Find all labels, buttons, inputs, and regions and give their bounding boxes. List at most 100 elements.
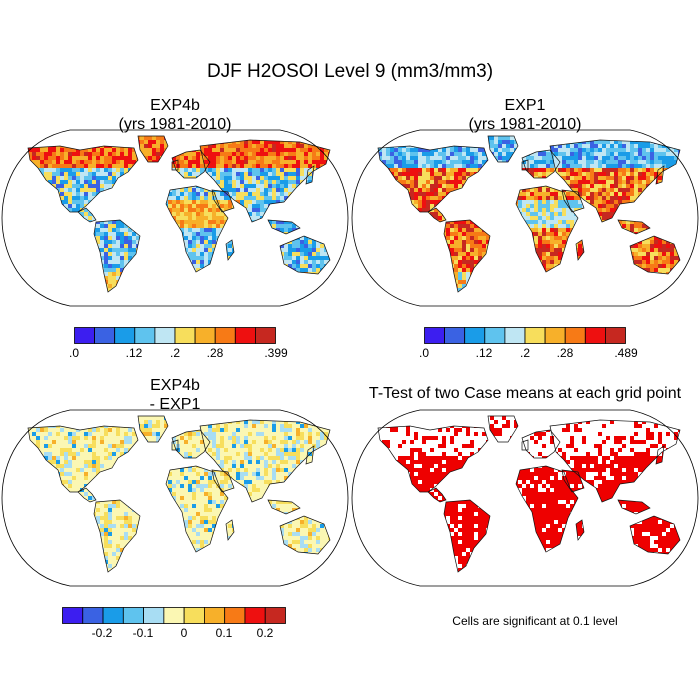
coastline-samerica <box>443 499 491 573</box>
coastline-asia <box>199 419 331 503</box>
coastline-europe <box>171 429 211 459</box>
colorbar-box <box>244 607 266 624</box>
colorbar-exp4b <box>74 327 276 344</box>
coastline-japan <box>655 445 665 465</box>
colorbar-box <box>504 327 526 344</box>
coastline-camerica <box>427 487 447 503</box>
map-panel-exp4b <box>0 128 350 308</box>
panel-2-title: EXP1 (yrs 1981-2010) <box>425 96 625 134</box>
map-panel-exp1 <box>350 128 700 308</box>
coastline-africa <box>165 465 229 553</box>
coastline-asia <box>549 419 681 503</box>
colorbar-tick-label: 0 <box>180 626 188 640</box>
colorbar-box <box>194 327 216 344</box>
coastline-japan <box>305 165 315 185</box>
panel-1-title-line1: EXP4b <box>150 97 200 114</box>
coastline-australia <box>279 515 331 555</box>
coastline-arabia <box>561 189 585 213</box>
map-outline <box>1 409 349 587</box>
map-panel-difference <box>0 408 350 588</box>
colorbar-box <box>484 327 506 344</box>
colorbar-exp1 <box>424 327 626 344</box>
colorbar-box <box>62 607 84 624</box>
coastline-africa <box>515 465 579 553</box>
significance-note: Cells are significant at 0.1 level <box>452 614 618 628</box>
colorbar-box <box>584 327 606 344</box>
coastline-greenland <box>487 135 519 163</box>
coastline-africa <box>515 185 579 273</box>
colorbar-box <box>102 607 124 624</box>
colorbar-tick-label: .28 <box>556 346 574 360</box>
colorbar-tick-label: -0.2 <box>91 626 113 640</box>
coastline-asia <box>549 139 681 223</box>
colorbar-box <box>544 327 566 344</box>
colorbar-exp4b-labels: .0 .12 .2 .28 .399 <box>69 346 288 362</box>
coastline-japan <box>655 165 665 185</box>
colorbar-tick-label: .0 <box>68 346 80 360</box>
coastline-australia <box>279 235 331 275</box>
colorbar-box <box>264 607 286 624</box>
coastline-uk <box>521 439 529 451</box>
coastline-uk <box>171 159 179 171</box>
coastline-uk <box>521 159 529 171</box>
coastline-seasia <box>617 499 651 515</box>
panel-1-title: EXP4b (yrs 1981-2010) <box>75 96 275 134</box>
colorbar-tick-label: .489 <box>614 346 638 360</box>
colorbar-box <box>134 327 156 344</box>
colorbar-box <box>143 607 165 624</box>
colorbar-box <box>174 327 196 344</box>
panel-2-title-line2: (yrs 1981-2010) <box>468 116 582 133</box>
colorbar-box <box>224 607 246 624</box>
colorbar-box <box>82 607 104 624</box>
land-field <box>28 416 330 572</box>
coastline-europe <box>171 149 211 179</box>
colorbar-box <box>154 327 176 344</box>
panel-4-title: T-Test of two Case means at each grid po… <box>368 385 682 402</box>
colorbar-box <box>114 327 136 344</box>
panel-2-title-line1: EXP1 <box>504 97 546 114</box>
coastline-greenland <box>487 415 519 443</box>
coastline-europe <box>521 149 561 179</box>
panel-3-title-line1: EXP4b <box>150 377 200 394</box>
colorbar-tick-label: .0 <box>418 346 430 360</box>
colorbar-box <box>214 327 236 344</box>
coastline-australia <box>629 515 681 555</box>
land-field <box>28 136 330 292</box>
land-field <box>378 136 680 292</box>
colorbar-box <box>74 327 96 344</box>
panel-1-title-line2: (yrs 1981-2010) <box>118 116 232 133</box>
colorbar-tick-label: .12 <box>475 346 493 360</box>
coastline-samerica <box>93 219 141 293</box>
coastline-namerica <box>27 425 139 493</box>
coastline-greenland <box>137 135 169 163</box>
colorbar-box <box>183 607 205 624</box>
colorbar-exp1-labels: .0 .12 .2 .28 .489 <box>419 346 638 362</box>
coastline-samerica <box>93 499 141 573</box>
map-outline <box>351 129 699 307</box>
colorbar-tick-label: .2 <box>519 346 531 360</box>
coastline-camerica <box>77 487 97 503</box>
coastline-africa <box>165 185 229 273</box>
coastline-samerica <box>443 219 491 293</box>
coastline-namerica <box>27 145 139 213</box>
coastline-namerica <box>377 425 489 493</box>
coastline-uk <box>171 439 179 451</box>
coastline-camerica <box>77 207 97 223</box>
coastline-seasia <box>267 499 301 515</box>
colorbar-box <box>524 327 546 344</box>
colorbar-box <box>204 607 226 624</box>
coastline-australia <box>629 235 681 275</box>
coastline-namerica <box>377 145 489 213</box>
figure-title: DJF H2OSOI Level 9 (mm3/mm3) <box>206 61 494 82</box>
colorbar-tick-label: .12 <box>125 346 143 360</box>
colorbar-box <box>122 607 144 624</box>
colorbar-box <box>94 327 116 344</box>
coastline-europe <box>521 429 561 459</box>
coastline-arabia <box>211 469 235 493</box>
panel-3-title-line2: - EXP1 <box>149 396 201 413</box>
coastline-seasia <box>267 219 301 235</box>
colorbar-box <box>444 327 466 344</box>
map-outline <box>351 409 699 587</box>
colorbar-difference-labels: -0.2 -0.1 0 0.1 0.2 <box>62 626 286 642</box>
colorbar-tick-label: .2 <box>169 346 181 360</box>
